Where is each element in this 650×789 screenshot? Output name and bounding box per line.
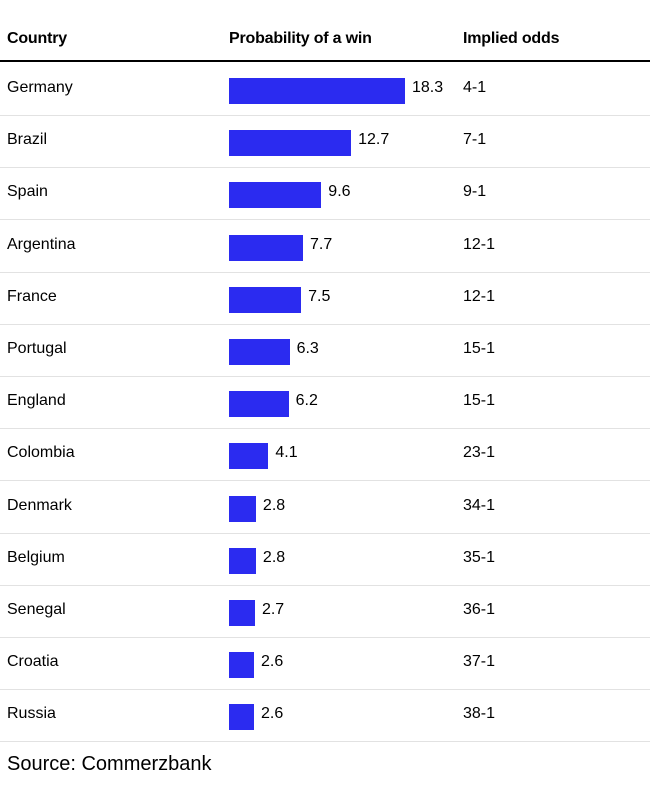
probability-value: 2.6 xyxy=(260,705,284,723)
probability-value: 4.1 xyxy=(275,444,298,462)
table-row: Germany 18.3 4-1 xyxy=(0,64,650,116)
country-label: England xyxy=(7,392,66,410)
probability-bar xyxy=(229,78,405,104)
probability-bar xyxy=(229,234,304,261)
probability-bar xyxy=(229,182,322,209)
table-row: Colombia 4.1 23-1 xyxy=(0,429,650,482)
source-note: Source: Commerzbank xyxy=(7,753,212,775)
table-row: Spain 9.6 9-1 xyxy=(0,168,650,221)
table-row: France 7.5 12-1 xyxy=(0,273,650,325)
implied-odds-value: 34-1 xyxy=(463,496,496,514)
country-label: Senegal xyxy=(7,601,66,618)
probability-value: 12.7 xyxy=(358,131,390,149)
probability-bar xyxy=(229,600,255,626)
country-label: Russia xyxy=(7,705,56,723)
probability-value: 18.3 xyxy=(411,79,444,96)
probability-value: 2.6 xyxy=(260,653,284,671)
country-label: Argentina xyxy=(7,235,76,253)
probability-bar xyxy=(229,391,289,418)
country-label: Portugal xyxy=(7,340,67,357)
implied-odds-value: 12-1 xyxy=(463,235,496,253)
header-probability: Probability of a win xyxy=(229,30,372,47)
table-row: Croatia 2.6 37-1 xyxy=(0,638,650,691)
table-row: Brazil 12.7 7-1 xyxy=(0,116,650,169)
probability-bar xyxy=(229,704,254,731)
probability-bar xyxy=(229,495,256,522)
probability-value: 6.3 xyxy=(296,340,319,357)
table-row: Russia 2.6 38-1 xyxy=(0,690,650,743)
country-label: Croatia xyxy=(7,653,59,671)
implied-odds-value: 37-1 xyxy=(463,653,496,671)
table-row: Denmark 2.8 34-1 xyxy=(0,482,650,534)
probability-value: 9.6 xyxy=(328,183,351,201)
implied-odds-value: 23-1 xyxy=(463,444,496,462)
implied-odds-value: 15-1 xyxy=(463,392,496,410)
table-row: Argentina 7.7 12-1 xyxy=(0,221,650,273)
implied-odds-value: 4-1 xyxy=(463,79,487,96)
country-label: France xyxy=(7,287,57,305)
probability-bar xyxy=(229,339,290,365)
header-country: Country xyxy=(7,30,67,47)
implied-odds-value: 36-1 xyxy=(463,601,496,618)
probability-bar xyxy=(229,286,302,313)
probability-value: 2.8 xyxy=(262,548,286,566)
country-label: Spain xyxy=(7,183,48,201)
implied-odds-value: 7-1 xyxy=(463,131,487,149)
implied-odds-value: 38-1 xyxy=(463,705,496,723)
probability-value: 7.7 xyxy=(310,235,333,253)
table-header: Country Probability of a win Implied odd… xyxy=(0,0,650,62)
probability-bar xyxy=(229,547,256,574)
probability-bar xyxy=(229,652,254,679)
country-label: Brazil xyxy=(7,131,48,149)
implied-odds-value: 15-1 xyxy=(463,340,496,357)
country-label: Colombia xyxy=(7,444,75,462)
table-row: England 6.2 15-1 xyxy=(0,377,650,430)
country-label: Germany xyxy=(7,79,73,96)
implied-odds-value: 12-1 xyxy=(463,287,496,305)
header-implied-odds: Implied odds xyxy=(463,30,560,47)
country-label: Belgium xyxy=(7,548,65,566)
probability-bar xyxy=(229,443,269,470)
table-row: Senegal 2.7 36-1 xyxy=(0,586,650,638)
implied-odds-value: 9-1 xyxy=(463,183,487,201)
probability-value: 2.7 xyxy=(261,601,285,618)
country-label: Denmark xyxy=(7,496,72,514)
implied-odds-value: 35-1 xyxy=(463,548,496,566)
probability-value: 6.2 xyxy=(295,392,318,410)
probability-value: 2.8 xyxy=(262,496,286,514)
table-row: Belgium 2.8 35-1 xyxy=(0,534,650,586)
probability-value: 7.5 xyxy=(308,287,331,305)
probability-bar xyxy=(229,130,352,157)
table-row: Portugal 6.3 15-1 xyxy=(0,325,650,377)
